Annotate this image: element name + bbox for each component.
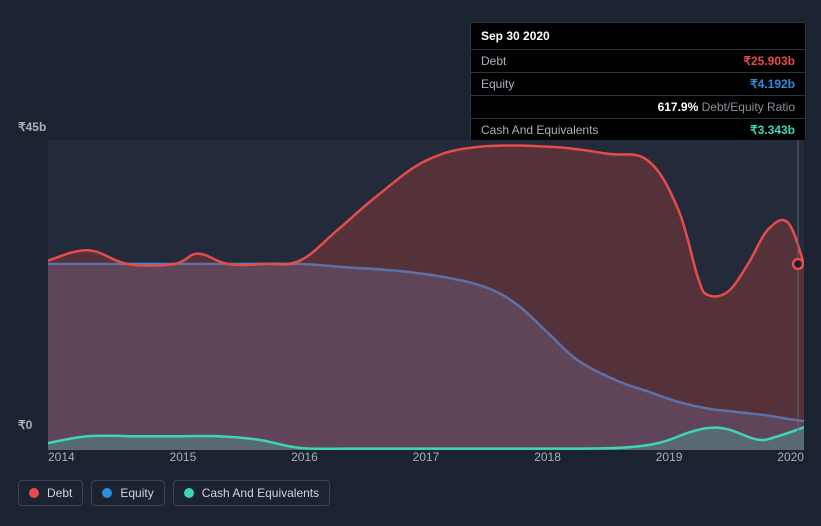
x-tick-label: 2017 bbox=[413, 450, 440, 464]
y-axis-top: ₹45b bbox=[18, 120, 46, 134]
legend-item[interactable]: Equity bbox=[91, 480, 164, 506]
legend-dot bbox=[184, 488, 194, 498]
tooltip-row-label: Debt bbox=[481, 54, 506, 68]
legend-dot bbox=[29, 488, 39, 498]
tooltip-row: 617.9% Debt/Equity Ratio bbox=[471, 95, 805, 118]
tooltip-row-label: Equity bbox=[481, 77, 514, 91]
legend: Debt Equity Cash And Equivalents bbox=[18, 480, 330, 506]
line-chart-svg bbox=[48, 140, 804, 450]
legend-dot bbox=[102, 488, 112, 498]
x-tick-label: 2020 bbox=[777, 450, 804, 464]
tooltip-row-value: 617.9% Debt/Equity Ratio bbox=[658, 100, 795, 114]
legend-label: Cash And Equivalents bbox=[202, 486, 319, 500]
tooltip-row: Equity ₹4.192b bbox=[471, 72, 805, 95]
legend-label: Equity bbox=[120, 486, 153, 500]
x-tick-label: 2015 bbox=[170, 450, 197, 464]
y-axis-bottom: ₹0 bbox=[18, 418, 32, 432]
legend-item[interactable]: Cash And Equivalents bbox=[173, 480, 330, 506]
x-tick-label: 2019 bbox=[656, 450, 683, 464]
chart-area: ₹45b ₹0 2014201520162017201820192020 bbox=[18, 120, 804, 460]
tooltip-date: Sep 30 2020 bbox=[471, 23, 805, 49]
tooltip-row: Debt ₹25.903b bbox=[471, 49, 805, 72]
legend-item[interactable]: Debt bbox=[18, 480, 83, 506]
x-tick-label: 2016 bbox=[291, 450, 318, 464]
tooltip-row-value: ₹4.192b bbox=[750, 77, 795, 91]
tooltip-row-value: ₹25.903b bbox=[743, 54, 795, 68]
legend-label: Debt bbox=[47, 486, 72, 500]
x-axis-labels: 2014 2015 2016 2017 2018 2019 2020 bbox=[48, 450, 804, 464]
x-tick-label: 2018 bbox=[534, 450, 561, 464]
x-tick-label: 2014 bbox=[48, 450, 75, 464]
